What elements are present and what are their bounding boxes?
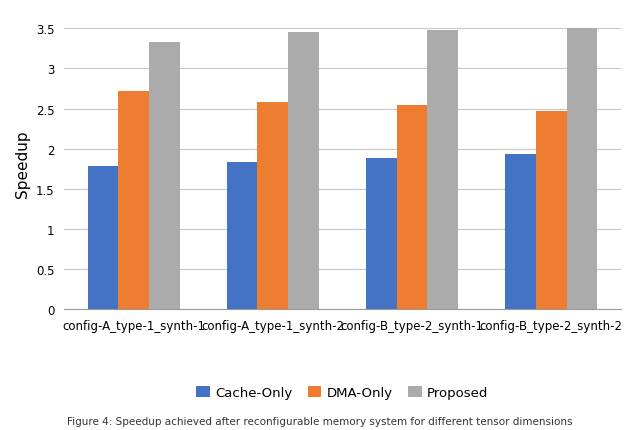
Bar [566, 29, 597, 310]
Text: Figure 4: Speedup achieved after reconfigurable memory system for different tens: Figure 4: Speedup achieved after reconfi… [67, 416, 573, 426]
Bar [397, 105, 428, 310]
Bar [505, 155, 536, 310]
Bar [149, 43, 180, 310]
Bar [227, 163, 257, 310]
Bar [288, 33, 319, 310]
Bar [428, 31, 458, 310]
Legend: Cache-Only, DMA-Only, Proposed: Cache-Only, DMA-Only, Proposed [191, 381, 493, 405]
Bar [257, 103, 288, 310]
Bar [88, 167, 118, 310]
Bar [366, 159, 397, 310]
Bar [118, 92, 149, 310]
Bar [536, 112, 566, 310]
Y-axis label: Speedup: Speedup [15, 130, 30, 197]
